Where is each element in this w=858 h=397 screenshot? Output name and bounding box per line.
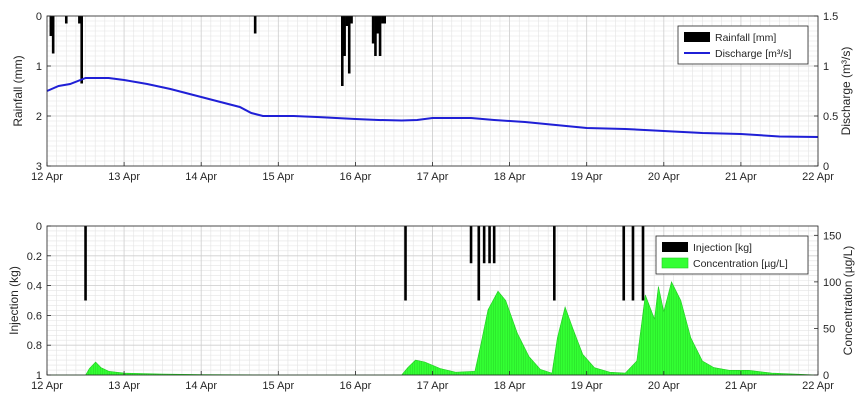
- bar-mark: [553, 226, 556, 301]
- series-2: [47, 281, 819, 376]
- left-tick-label: 1: [36, 61, 42, 73]
- series-1: [49, 16, 386, 86]
- x-tick-label: 18 Apr: [494, 171, 526, 183]
- left-tick-label: 0.6: [27, 310, 42, 322]
- left-tick-label: 2: [36, 111, 42, 123]
- panel-2: 12 Apr 13 Apr 14 Apr 15 Apr 16 Apr 17 Apr 18 A…: [7, 221, 855, 392]
- bar-mark: [477, 226, 481, 301]
- bar-mark: [622, 226, 626, 301]
- left-tick-label: 1: [36, 370, 42, 382]
- right-tick-label: 50: [823, 323, 835, 335]
- right-axis-label: Discharge (m³/s): [839, 47, 853, 136]
- bar-mark: [84, 226, 87, 301]
- bar-mark: [371, 16, 375, 44]
- bar-mark: [347, 16, 351, 74]
- bar-mark: [78, 16, 81, 24]
- x-tick-label: 15 Apr: [262, 380, 294, 392]
- bar-mark: [404, 226, 407, 301]
- legend-swatch: [661, 257, 689, 269]
- right-axis-label: Concentration (µg/L): [841, 246, 855, 356]
- bar-mark: [343, 16, 346, 56]
- x-tick-label: 20 Apr: [648, 171, 680, 183]
- left-axis-label: Rainfall (mm): [11, 55, 25, 126]
- bar-mark: [345, 16, 349, 26]
- legend-label: Rainfall [mm]: [715, 32, 776, 44]
- area-hatching: [86, 281, 806, 375]
- legend-label: Discharge [m³/s]: [715, 48, 792, 60]
- x-tick-label: 19 Apr: [571, 171, 603, 183]
- bar-mark: [350, 16, 353, 24]
- bar-mark: [51, 16, 55, 54]
- left-tick-label: 0.2: [27, 251, 42, 263]
- x-tick-label: 12 Apr: [31, 171, 63, 183]
- x-tick-label: 22 Apr: [802, 171, 834, 183]
- legend-swatch: [684, 32, 710, 42]
- x-tick-label: 13 Apr: [108, 380, 140, 392]
- x-tick-label: 17 Apr: [417, 380, 449, 392]
- x-tick-label: 20 Apr: [648, 380, 680, 392]
- bar-mark: [376, 16, 380, 34]
- legend: Rainfall [mm] Discharge [m³/s]: [677, 25, 809, 65]
- bar-mark: [378, 16, 382, 56]
- bar-mark: [469, 226, 473, 264]
- bar-mark: [482, 226, 486, 264]
- bar-mark: [253, 16, 257, 34]
- series-1: [84, 226, 645, 301]
- left-tick-label: 0: [36, 221, 42, 233]
- bar-mark: [492, 226, 496, 264]
- right-tick-label: 100: [823, 277, 841, 289]
- x-tick-label: 13 Apr: [108, 171, 140, 183]
- x-tick-label: 22 Apr: [802, 380, 834, 392]
- x-tick-label: 14 Apr: [185, 171, 217, 183]
- bar-mark: [64, 16, 68, 24]
- right-tick-label: 0.5: [823, 111, 838, 123]
- right-tick-label: 0: [823, 370, 829, 382]
- x-tick-label: 19 Apr: [571, 380, 603, 392]
- left-tick-label: 0.4: [27, 281, 42, 293]
- bar-mark: [488, 226, 491, 264]
- bar-mark: [641, 226, 645, 301]
- bar-mark: [381, 16, 384, 24]
- bar-mark: [49, 16, 53, 36]
- x-tick-label: 17 Apr: [417, 171, 449, 183]
- left-axis-label: Injection (kg): [7, 266, 21, 335]
- bar-mark: [631, 226, 635, 301]
- left-tick-label: 0.8: [27, 340, 42, 352]
- x-tick-label: 12 Apr: [31, 380, 63, 392]
- panel-1: 12 Apr 13 Apr 14 Apr 15 Apr 16 Apr 17 Apr 18 A…: [11, 11, 853, 183]
- legend-label: Concentration [µg/L]: [693, 258, 788, 270]
- left-tick-label: 0: [36, 11, 42, 23]
- x-tick-label: 14 Apr: [185, 380, 217, 392]
- left-tick-label: 3: [36, 161, 42, 173]
- line-mark: [46, 77, 819, 138]
- legend-label: Injection [kg]: [693, 242, 752, 254]
- right-tick-label: 150: [823, 230, 841, 242]
- bar-mark: [383, 16, 386, 24]
- right-tick-label: 0: [823, 161, 829, 173]
- bar-mark: [374, 16, 377, 56]
- legend-swatch: [662, 242, 688, 252]
- right-tick-label: 1.5: [823, 11, 838, 23]
- area-mark: [47, 281, 819, 376]
- x-tick-label: 16 Apr: [339, 380, 371, 392]
- bar-mark: [340, 16, 344, 86]
- legend: Injection [kg] Concentration [µg/L]: [655, 235, 809, 275]
- x-tick-label: 18 Apr: [494, 380, 526, 392]
- series-2: [46, 77, 819, 138]
- x-tick-label: 16 Apr: [339, 171, 371, 183]
- x-tick-label: 21 Apr: [725, 380, 757, 392]
- x-tick-label: 15 Apr: [262, 171, 294, 183]
- right-tick-label: 1: [823, 61, 829, 73]
- x-tick-label: 21 Apr: [725, 171, 757, 183]
- bar-mark: [80, 16, 83, 84]
